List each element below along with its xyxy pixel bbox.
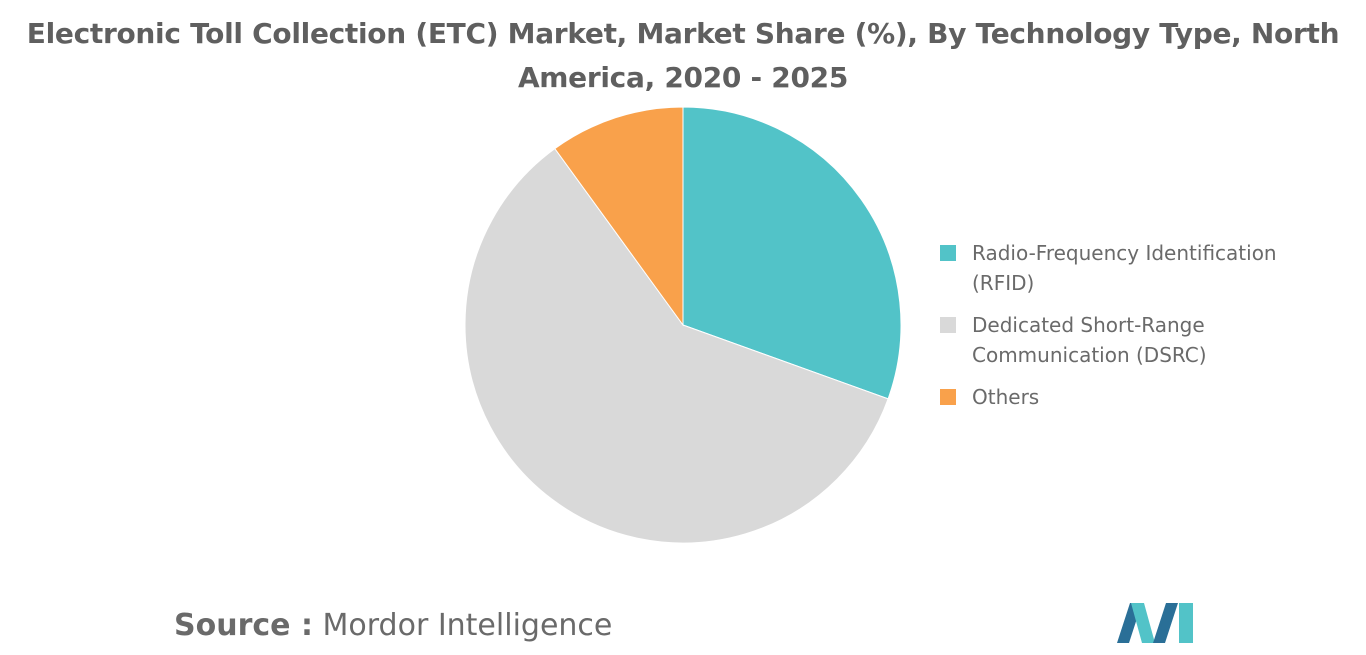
chart-title: Electronic Toll Collection (ETC) Market,… [0, 12, 1366, 100]
legend-label-dsrc-line-2: Communication (DSRC) [972, 343, 1207, 367]
pie-slice-others [554, 106, 684, 327]
pie-slice-rfid [682, 106, 902, 400]
source-name: Mordor Intelligence [322, 608, 613, 643]
legend-label-dsrc-line-1: Dedicated Short-Range [972, 313, 1205, 337]
legend-swatch-others [940, 389, 956, 405]
chart-legend: Radio-Frequency Identification (RFID) De… [940, 238, 1340, 424]
legend-item-dsrc: Dedicated Short-Range Communication (DSR… [940, 310, 1340, 370]
legend-item-rfid: Radio-Frequency Identification (RFID) [940, 238, 1340, 298]
chart-title-line-1: Electronic Toll Collection (ETC) Market,… [26, 17, 1340, 50]
pie-slices [464, 106, 902, 544]
legend-swatch-rfid [940, 245, 956, 261]
source-credit: Source : Mordor Intelligence [174, 604, 612, 648]
pie-slice-dsrc [464, 147, 889, 544]
chart-title-line-2: America, 2020 - 2025 [517, 61, 849, 94]
legend-label-rfid-line-2: (RFID) [972, 271, 1035, 295]
legend-label-others: Others [972, 385, 1040, 409]
legend-label-rfid-line-1: Radio-Frequency Identification [972, 241, 1277, 265]
legend-item-others: Others [940, 382, 1340, 412]
legend-swatch-dsrc [940, 317, 956, 333]
mordor-intelligence-logo [1117, 603, 1193, 643]
source-prefix: Source : [174, 608, 313, 643]
